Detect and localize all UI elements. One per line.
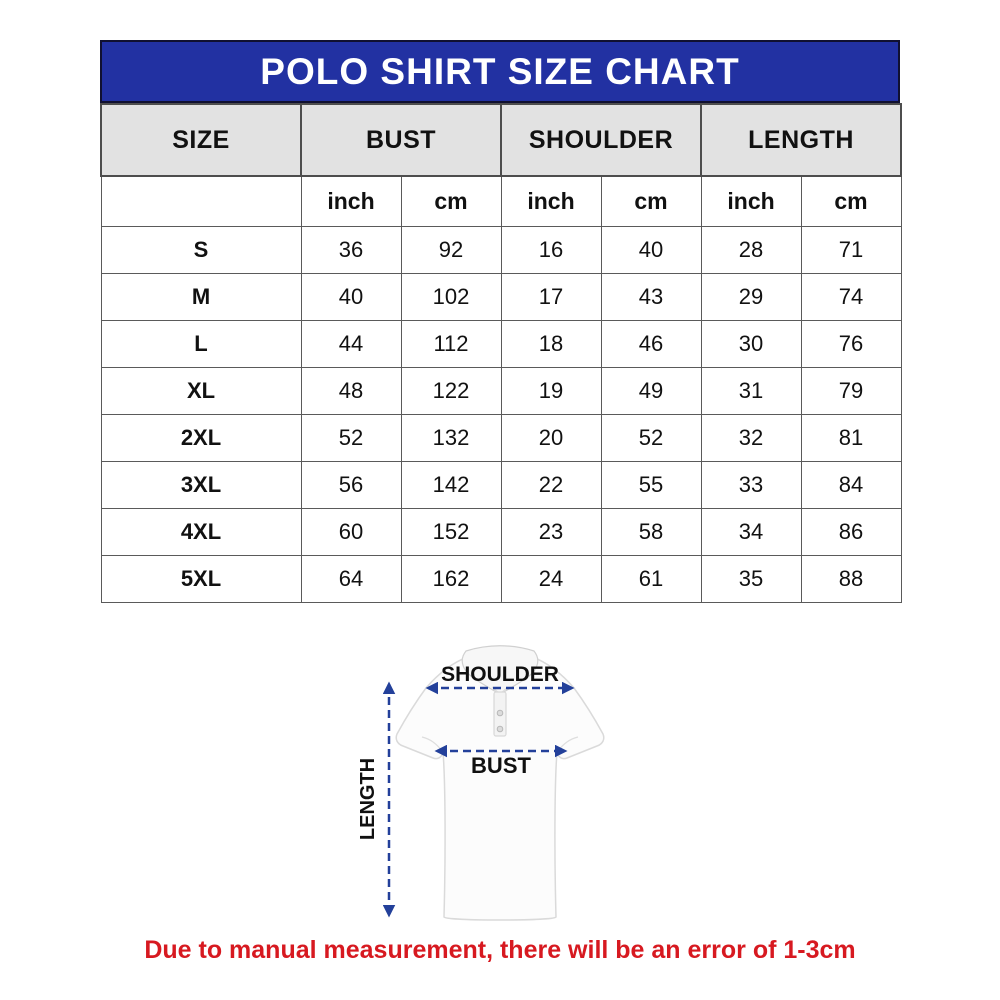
bust-label: BUST xyxy=(471,753,531,778)
chart-title: POLO SHIRT SIZE CHART xyxy=(100,40,900,103)
value-cell: 24 xyxy=(500,554,602,603)
value-cell: 84 xyxy=(800,460,902,509)
value-cell: 32 xyxy=(700,413,802,462)
value-cell: 30 xyxy=(700,319,802,368)
table-row: S 36 92 16 40 28 71 xyxy=(100,225,902,274)
value-cell: 52 xyxy=(600,413,702,462)
table-row: M 40 102 17 43 29 74 xyxy=(100,272,902,321)
value-cell: 74 xyxy=(800,272,902,321)
size-table: SIZE BUST SHOULDER LENGTH inch cm inch c… xyxy=(100,103,903,603)
value-cell: 43 xyxy=(600,272,702,321)
size-cell: 2XL xyxy=(100,413,302,462)
value-cell: 81 xyxy=(800,413,902,462)
unit-header: cm xyxy=(800,175,902,227)
value-cell: 64 xyxy=(300,554,402,603)
unit-header: cm xyxy=(400,175,502,227)
value-cell: 35 xyxy=(700,554,802,603)
unit-header: inch xyxy=(500,175,602,227)
size-cell: 4XL xyxy=(100,507,302,556)
measurement-diagram: SHOULDER BUST LENGTH xyxy=(350,631,650,940)
value-cell: 20 xyxy=(500,413,602,462)
column-group-header-row: SIZE BUST SHOULDER LENGTH xyxy=(100,103,903,177)
value-cell: 48 xyxy=(300,366,402,415)
value-cell: 162 xyxy=(400,554,502,603)
value-cell: 31 xyxy=(700,366,802,415)
size-table-body: S 36 92 16 40 28 71 M 40 102 17 43 29 74 L 44 112 18 46 30 7… xyxy=(100,225,902,603)
value-cell: 55 xyxy=(600,460,702,509)
value-cell: 29 xyxy=(700,272,802,321)
table-row: 4XL 60 152 23 58 34 86 xyxy=(100,507,902,556)
unit-header-row: inch cm inch cm inch cm xyxy=(100,175,902,227)
size-cell: 3XL xyxy=(100,460,302,509)
value-cell: 60 xyxy=(300,507,402,556)
shirt-button xyxy=(496,725,504,733)
unit-header: cm xyxy=(600,175,702,227)
size-cell: S xyxy=(100,225,302,274)
shirt-body xyxy=(395,651,605,921)
table-row: 3XL 56 142 22 55 33 84 xyxy=(100,460,902,509)
size-cell: XL xyxy=(100,366,302,415)
size-chart: POLO SHIRT SIZE CHART SIZE BUST SHOULDER… xyxy=(100,40,903,603)
col-header-size: SIZE xyxy=(100,103,302,177)
shirt-button xyxy=(496,709,504,717)
value-cell: 71 xyxy=(800,225,902,274)
value-cell: 79 xyxy=(800,366,902,415)
table-row: L 44 112 18 46 30 76 xyxy=(100,319,902,368)
table-row: 2XL 52 132 20 52 32 81 xyxy=(100,413,902,462)
value-cell: 28 xyxy=(700,225,802,274)
col-header-shoulder: SHOULDER xyxy=(499,103,703,177)
value-cell: 92 xyxy=(400,225,502,274)
value-cell: 17 xyxy=(500,272,602,321)
value-cell: 102 xyxy=(400,272,502,321)
value-cell: 40 xyxy=(600,225,702,274)
value-cell: 132 xyxy=(400,413,502,462)
value-cell: 33 xyxy=(700,460,802,509)
value-cell: 112 xyxy=(400,319,502,368)
value-cell: 56 xyxy=(300,460,402,509)
size-cell: 5XL xyxy=(100,554,302,603)
value-cell: 152 xyxy=(400,507,502,556)
value-cell: 86 xyxy=(800,507,902,556)
value-cell: 23 xyxy=(500,507,602,556)
value-cell: 52 xyxy=(300,413,402,462)
shoulder-label: SHOULDER xyxy=(441,663,559,686)
value-cell: 22 xyxy=(500,460,602,509)
size-cell: L xyxy=(100,319,302,368)
value-cell: 49 xyxy=(600,366,702,415)
value-cell: 88 xyxy=(800,554,902,603)
value-cell: 58 xyxy=(600,507,702,556)
measurement-error-note: Due to manual measurement, there will be… xyxy=(144,936,856,964)
value-cell: 16 xyxy=(500,225,602,274)
polo-shirt-illustration xyxy=(395,645,605,921)
value-cell: 142 xyxy=(400,460,502,509)
value-cell: 18 xyxy=(500,319,602,368)
value-cell: 19 xyxy=(500,366,602,415)
value-cell: 61 xyxy=(600,554,702,603)
value-cell: 76 xyxy=(800,319,902,368)
col-header-length: LENGTH xyxy=(700,103,903,177)
unit-spacer-cell xyxy=(100,175,302,227)
value-cell: 36 xyxy=(300,225,402,274)
value-cell: 44 xyxy=(300,319,402,368)
value-cell: 34 xyxy=(700,507,802,556)
size-cell: M xyxy=(100,272,302,321)
value-cell: 46 xyxy=(600,319,702,368)
measurement-arrows: SHOULDER BUST LENGTH xyxy=(357,663,575,918)
col-header-bust: BUST xyxy=(300,103,502,177)
value-cell: 122 xyxy=(400,366,502,415)
table-row: XL 48 122 19 49 31 79 xyxy=(100,366,902,415)
unit-header: inch xyxy=(300,175,402,227)
length-label: LENGTH xyxy=(357,758,379,840)
value-cell: 40 xyxy=(300,272,402,321)
unit-header: inch xyxy=(700,175,802,227)
table-row: 5XL 64 162 24 61 35 88 xyxy=(100,554,902,603)
